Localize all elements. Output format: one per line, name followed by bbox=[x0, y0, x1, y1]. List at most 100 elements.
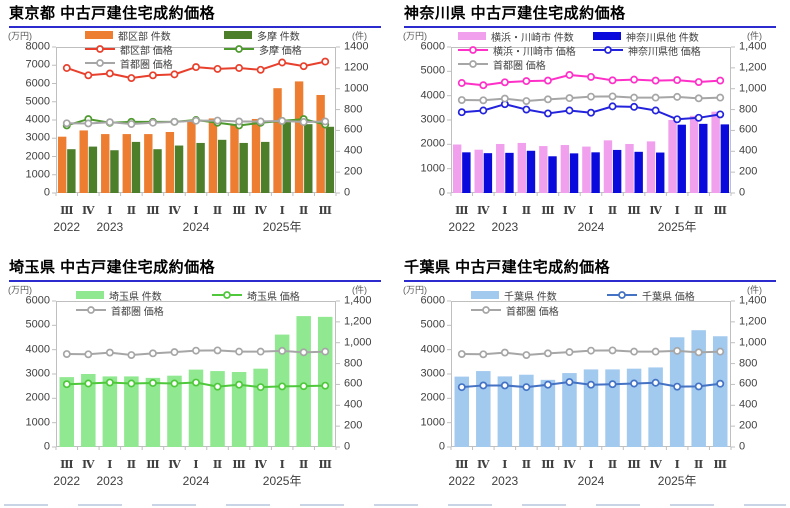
legend-line-swatch bbox=[471, 306, 501, 314]
legend-entry: 首都圏 価格 bbox=[458, 58, 546, 72]
right-axis-label: 600 bbox=[344, 377, 363, 390]
plot-kanagawa bbox=[447, 46, 735, 196]
right-axis-label: 1,200 bbox=[739, 61, 767, 74]
x-quarter-label: Ⅰ bbox=[502, 204, 508, 217]
x-quarter-label: Ⅳ bbox=[563, 458, 576, 471]
legend-line-swatch bbox=[593, 46, 623, 54]
legend-line-swatch bbox=[76, 306, 106, 314]
x-quarter-label: Ⅰ bbox=[193, 458, 199, 471]
left-axis-label: 2000 bbox=[420, 137, 445, 150]
bars-kanagawa-1 bbox=[462, 123, 730, 193]
chart-title-chiba: 千葉県 中古戸建住宅成約価格 bbox=[404, 256, 776, 282]
right-axis-unit: (件) bbox=[352, 285, 367, 295]
legend-label: 横浜・川崎市 価格 bbox=[493, 46, 576, 58]
x-quarter-label: Ⅳ bbox=[82, 458, 95, 471]
left-axis-label: 1000 bbox=[420, 162, 445, 175]
left-axis-label: 5000 bbox=[25, 318, 50, 331]
x-quarter-label: Ⅲ bbox=[541, 458, 555, 471]
chart-panel-chiba: 千葉県 中古戸建住宅成約価格 (万円) (件) 6000 5000 4000 3000… bbox=[395, 254, 790, 508]
bars-tokyo-0 bbox=[57, 81, 325, 193]
chart-panel-tokyo: 東京都 中古戸建住宅成約価格 (万円) (件) 8000 7000 6000 5000… bbox=[0, 0, 395, 254]
right-axis-label: 1,000 bbox=[344, 336, 372, 349]
x-quarter-label: Ⅲ bbox=[541, 204, 555, 217]
line-tokyo-0 bbox=[62, 57, 330, 82]
x-quarter-label: Ⅰ bbox=[107, 458, 113, 471]
right-axis-label: 0 bbox=[344, 440, 351, 453]
x-quarter-label: Ⅲ bbox=[146, 458, 160, 471]
left-axis-label: 1000 bbox=[420, 416, 445, 429]
x-quarter-label: Ⅱ bbox=[607, 204, 618, 217]
left-axis-label: 4000 bbox=[25, 343, 50, 356]
right-axis-label: 800 bbox=[739, 357, 758, 370]
chart-area-chiba: (万円) (件) 6000 5000 4000 3000 2000 1000 0 1,400 1… bbox=[395, 254, 790, 508]
x-quarter-label: Ⅳ bbox=[649, 458, 662, 471]
legend-bar-swatch bbox=[76, 291, 104, 299]
right-axis-label: 800 bbox=[344, 357, 363, 370]
right-axis-label: 1,000 bbox=[739, 336, 767, 349]
right-axis-label: 600 bbox=[344, 123, 363, 136]
legend-line-swatch bbox=[607, 291, 637, 299]
chart-title-saitama: 埼玉県 中古戸建住宅成約価格 bbox=[9, 256, 381, 282]
legend-label: 神奈川県他 価格 bbox=[628, 46, 701, 58]
legend-bar-swatch bbox=[458, 32, 486, 40]
legend-entry: 千葉県 件数 bbox=[471, 289, 557, 303]
legend-entry: 神奈川県他 件数 bbox=[593, 30, 699, 44]
x-quarter-label: Ⅲ bbox=[627, 204, 641, 217]
left-axis-label: 2000 bbox=[25, 150, 50, 162]
legend-label: 千葉県 件数 bbox=[504, 291, 557, 303]
x-year-label: 2024 bbox=[182, 474, 210, 488]
left-axis-label: 6000 bbox=[25, 294, 50, 307]
legend-entry: 多摩 件数 bbox=[224, 29, 300, 43]
x-quarter-label: Ⅰ bbox=[107, 204, 113, 217]
legend-label: 都区部 価格 bbox=[120, 45, 173, 57]
x-quarter-label: Ⅳ bbox=[254, 458, 267, 471]
legend-label: 多摩 件数 bbox=[257, 31, 300, 43]
chart-area-saitama: (万円) (件) 6000 5000 4000 3000 2000 1000 0 1,400 1… bbox=[0, 254, 395, 508]
legend-label: 埼玉県 件数 bbox=[109, 291, 162, 303]
legend-line-swatch bbox=[224, 45, 254, 53]
x-quarter-label: Ⅳ bbox=[254, 204, 267, 217]
x-quarter-label: Ⅱ bbox=[126, 204, 137, 217]
left-axis-label: 0 bbox=[43, 440, 50, 453]
x-year-label: 2022 bbox=[448, 474, 476, 488]
legend-line-swatch bbox=[85, 45, 115, 53]
chart-area-kanagawa: (万円) (件) 6000 5000 4000 3000 2000 1000 0 1,400 1… bbox=[395, 0, 790, 254]
legend-entry: 首都圏 価格 bbox=[76, 304, 164, 318]
right-axis-label: 1400 bbox=[344, 40, 369, 53]
x-quarter-label: Ⅱ bbox=[212, 458, 223, 471]
right-axis-label: 200 bbox=[739, 419, 758, 432]
x-quarter-label: Ⅰ bbox=[502, 458, 508, 471]
legend-bar-swatch bbox=[224, 31, 252, 39]
x-quarter-label: Ⅲ bbox=[455, 458, 469, 471]
legend-entry: 都区部 件数 bbox=[85, 29, 171, 43]
right-axis-label: 400 bbox=[344, 398, 363, 411]
legend-bar-swatch bbox=[593, 32, 621, 40]
left-axis-unit: (万円) bbox=[403, 31, 427, 41]
x-quarter-label: Ⅱ bbox=[126, 458, 137, 471]
line-kanagawa-0 bbox=[457, 71, 725, 90]
x-quarter-label: Ⅱ bbox=[299, 458, 309, 471]
right-axis-label: 600 bbox=[739, 377, 758, 390]
legend-entry: 埼玉県 件数 bbox=[76, 289, 162, 303]
legend-label: 神奈川県他 件数 bbox=[626, 32, 699, 44]
chart-area-tokyo: (万円) (件) 8000 7000 6000 5000 4000 3000 2000 100… bbox=[0, 0, 395, 254]
legend-label: 多摩 価格 bbox=[259, 45, 302, 57]
legend-entry: 千葉県 価格 bbox=[607, 289, 695, 303]
x-year-label: 2024 bbox=[182, 220, 210, 234]
right-axis-label: 0 bbox=[739, 440, 746, 453]
plot-tokyo bbox=[52, 46, 340, 196]
left-axis-label: 5000 bbox=[25, 95, 50, 108]
x-quarter-label: Ⅲ bbox=[146, 204, 160, 217]
bottom-dashed-line bbox=[4, 504, 786, 506]
legend-line-swatch bbox=[458, 60, 488, 68]
line-saitama-0 bbox=[62, 378, 330, 392]
x-year-label: 2022 bbox=[53, 474, 81, 488]
legend-line-swatch bbox=[85, 59, 115, 67]
legend-entry: 神奈川県他 価格 bbox=[593, 44, 701, 58]
bars-saitama-0 bbox=[59, 316, 333, 447]
x-quarter-label: Ⅲ bbox=[713, 458, 727, 471]
right-axis-label: 600 bbox=[739, 123, 758, 136]
x-quarter-label: Ⅰ bbox=[279, 458, 285, 471]
x-quarter-label: Ⅰ bbox=[674, 458, 680, 471]
